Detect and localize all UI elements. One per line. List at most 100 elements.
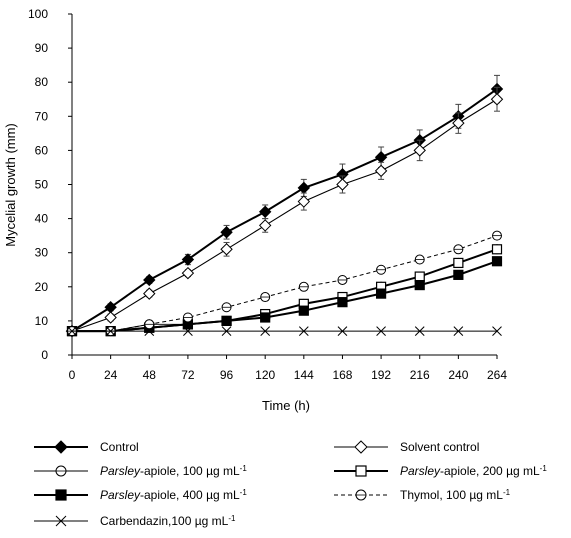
data-point: [414, 279, 425, 291]
y-tick-label: 100: [28, 7, 48, 21]
axes: [71, 14, 497, 356]
series-line: [72, 235, 498, 332]
legend-label: Parsley-apiole, 200 µg mL-1: [400, 464, 547, 479]
data-point: [258, 219, 272, 232]
legend-label: Thymol, 100 µg mL-1: [400, 488, 511, 503]
data-point: [414, 271, 425, 282]
y-tick-label: 30: [35, 246, 49, 260]
x-tick-label: 0: [69, 368, 76, 382]
y-tick-label: 50: [35, 178, 49, 192]
series-thymol: [67, 230, 502, 337]
data-point: [337, 297, 348, 308]
legend-label-italic: Parsley: [100, 488, 141, 502]
data-point: [375, 288, 387, 299]
data-point: [336, 178, 349, 191]
y-tick-label: 10: [35, 314, 49, 328]
data-point: [492, 326, 502, 336]
x-tick-label: 264: [487, 368, 507, 382]
data-point: [104, 311, 117, 324]
y-tick-label: 80: [35, 75, 49, 89]
legend-label: Control: [100, 440, 139, 454]
legend-item-control: Control: [34, 440, 139, 454]
series-line: [71, 98, 498, 332]
data-point: [55, 489, 67, 501]
legend-item-carb: Carbendazin,100 µg mL-1: [34, 514, 236, 529]
data-point: [453, 269, 464, 280]
legend-label: Solvent control: [400, 440, 479, 454]
data-point: [105, 326, 116, 336]
x-axis-ticks: 0 24 48 72 96 120 144 168 192 216 240 264: [69, 355, 507, 382]
legend-label-text: Carbendazin,100 µg mL: [100, 514, 229, 528]
legend-label: Parsley-apiole, 100 µg mL-1: [100, 464, 247, 479]
series-carb: [67, 326, 502, 336]
data-point: [221, 326, 232, 336]
y-axis-title: Mycelial growth (mm): [3, 123, 18, 247]
y-tick-label: 70: [35, 109, 49, 123]
data-point: [143, 273, 156, 287]
plot-area: [65, 74, 504, 338]
data-point: [491, 256, 503, 267]
data-point: [337, 326, 348, 336]
x-tick-label: 168: [332, 368, 352, 382]
series-solvent: [65, 86, 504, 338]
series-line: [72, 260, 498, 333]
data-point: [491, 244, 503, 255]
legend-label-superscript: -1: [240, 488, 248, 497]
y-axis-ticks: 0 10 20 30 40 50 60 70 80 90 100: [28, 7, 72, 362]
legend-label-superscript: -1: [540, 464, 548, 473]
legend-item-thymol: Thymol, 100 µg mL-1: [334, 488, 511, 503]
data-point: [144, 326, 155, 336]
data-point: [183, 326, 193, 336]
data-point: [413, 144, 426, 157]
data-point: [453, 257, 464, 269]
legend-label-italic: Parsley: [400, 464, 441, 478]
data-point: [220, 226, 233, 239]
legend-label-text: Thymol, 100 µg mL: [400, 488, 503, 502]
legend-label-superscript: -1: [503, 488, 511, 497]
data-point: [355, 465, 367, 477]
legend-label-text: -apiole, 400 µg mL: [140, 488, 240, 502]
legend-label: Carbendazin,100 µg mL-1: [100, 514, 236, 529]
y-tick-label: 40: [35, 212, 49, 226]
x-tick-label: 72: [181, 368, 195, 382]
legend-label-text: -apiole, 100 µg mL: [140, 464, 240, 478]
data-point: [221, 315, 232, 326]
x-tick-label: 144: [294, 368, 314, 382]
series-pa100: [67, 244, 502, 337]
legend-item-pa400: Parsley-apiole, 400 µg mL-1: [34, 488, 247, 503]
data-point: [260, 326, 271, 336]
data-point: [414, 326, 425, 336]
legend-item-pa100: Parsley-apiole, 100 µg mL-1: [34, 464, 247, 479]
series-line: [71, 88, 498, 332]
data-point: [374, 164, 388, 178]
data-point: [143, 287, 156, 300]
x-tick-label: 24: [104, 368, 118, 382]
y-tick-label: 90: [35, 41, 49, 55]
x-axis-title: Time (h): [262, 398, 310, 413]
legend-label-superscript: -1: [240, 464, 248, 473]
series-control: [65, 74, 504, 338]
data-point: [490, 93, 504, 106]
y-tick-label: 0: [41, 348, 48, 362]
data-point: [376, 326, 386, 336]
legend-label-italic: Parsley: [100, 464, 141, 478]
data-point: [297, 195, 311, 208]
series-pa200: [66, 244, 503, 337]
x-tick-label: 216: [410, 368, 430, 382]
data-point: [260, 312, 271, 323]
data-point: [258, 205, 272, 218]
x-tick-label: 96: [220, 368, 234, 382]
legend-label-superscript: -1: [228, 514, 236, 523]
legend-item-pa200: Parsley-apiole, 200 µg mL-1: [334, 464, 547, 479]
series-pa400: [66, 256, 503, 337]
data-point: [452, 116, 465, 130]
legend-label: Parsley-apiole, 400 µg mL-1: [100, 488, 247, 503]
data-point: [374, 151, 388, 164]
data-point: [297, 181, 311, 195]
data-point: [55, 515, 67, 527]
data-point: [54, 440, 68, 454]
legend-label-text: Control: [100, 440, 139, 454]
x-tick-label: 48: [143, 368, 157, 382]
